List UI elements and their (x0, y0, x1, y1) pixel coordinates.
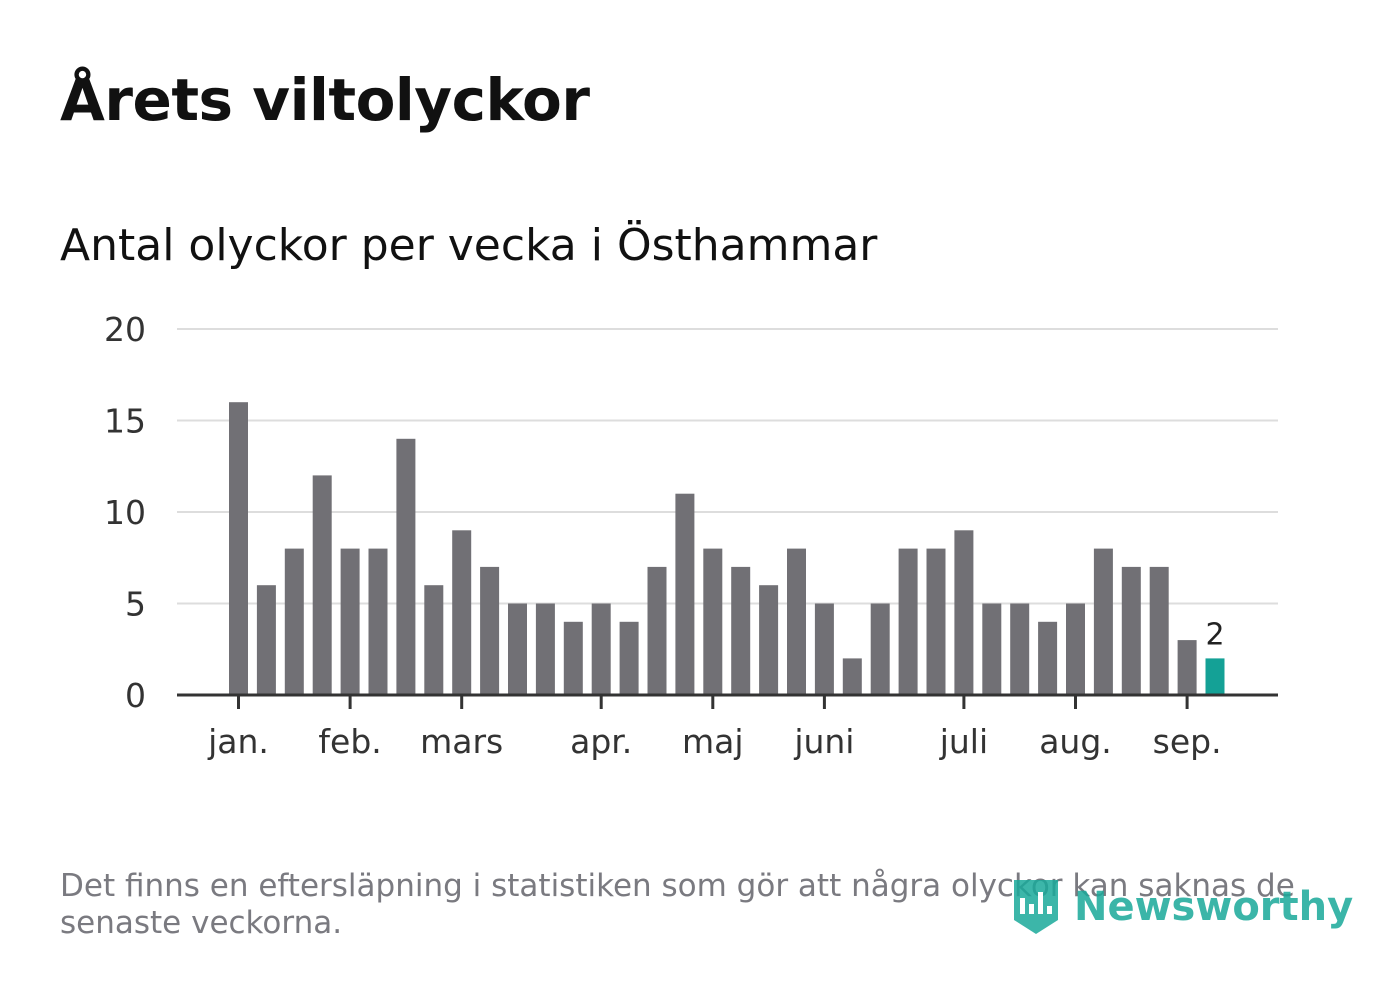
bar (1066, 603, 1085, 695)
x-tick-label: juli (939, 722, 988, 761)
y-tick-label: 15 (104, 402, 146, 441)
bar-highlight (1205, 658, 1225, 695)
logo-text: Newsworthy (1074, 884, 1354, 930)
footnote: Det finns en eftersläpning i statistiken… (60, 868, 1295, 941)
bar (814, 603, 834, 695)
bar (870, 603, 890, 695)
bar (731, 566, 751, 695)
bar (480, 566, 500, 695)
bar (703, 548, 723, 695)
bar (1093, 548, 1113, 695)
last-value-label: 2 (1205, 617, 1224, 652)
newsworthy-logo: Newsworthy (1010, 876, 1353, 938)
bar (452, 530, 472, 695)
bar (396, 438, 416, 695)
y-tick-label: 10 (104, 493, 146, 532)
x-tick-label: jan. (207, 722, 269, 761)
y-tick-label: 20 (104, 310, 146, 349)
bar (340, 548, 360, 695)
bar (229, 402, 248, 695)
bar (787, 548, 806, 695)
bar (563, 621, 583, 695)
bar (1121, 566, 1141, 695)
x-tick-label: aug. (1039, 722, 1112, 761)
x-tick-label: sep. (1153, 722, 1222, 761)
bar (312, 475, 332, 695)
chart-subtitle: Antal olyckor per vecka i Östhammar (60, 220, 878, 271)
bar (647, 566, 667, 695)
chart-title: Årets viltolyckor (60, 66, 590, 134)
bar (926, 548, 946, 695)
x-tick-label: feb. (318, 722, 381, 761)
bar (1038, 621, 1058, 695)
bar (368, 548, 388, 695)
bar (675, 493, 695, 695)
bar (284, 548, 304, 695)
y-tick-label: 0 (125, 676, 146, 715)
bar (842, 658, 862, 695)
bar (508, 603, 527, 695)
x-tick-label: juni (793, 722, 854, 761)
y-tick-label: 5 (125, 585, 146, 624)
x-tick-label: maj (682, 722, 744, 761)
bar (954, 530, 974, 695)
bar (898, 548, 918, 695)
bar (424, 585, 444, 695)
bar (535, 603, 555, 695)
newsworthy-logo-icon (1014, 880, 1058, 934)
x-tick-label: apr. (570, 722, 632, 761)
bar (1177, 640, 1197, 695)
bar (1149, 566, 1169, 695)
bar (591, 603, 611, 695)
bar (759, 585, 779, 695)
bar (1010, 603, 1030, 695)
bar (619, 621, 639, 695)
bar (982, 603, 1002, 695)
bar (256, 585, 276, 695)
x-tick-label: mars (420, 722, 503, 761)
